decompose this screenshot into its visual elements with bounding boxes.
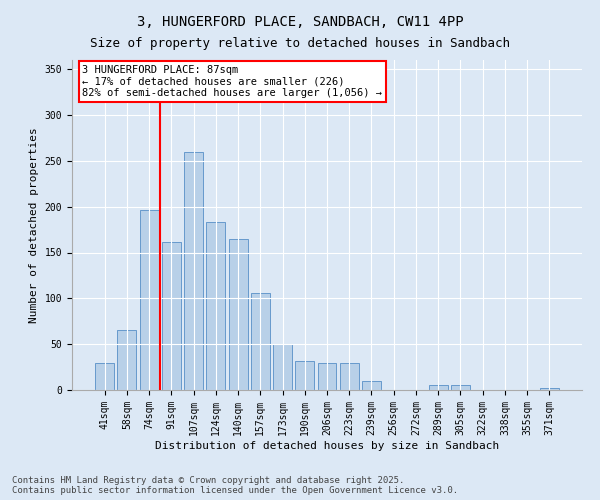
Text: 3, HUNGERFORD PLACE, SANDBACH, CW11 4PP: 3, HUNGERFORD PLACE, SANDBACH, CW11 4PP bbox=[137, 15, 463, 29]
Bar bbox=[317, 362, 337, 390]
Bar bbox=[540, 388, 559, 390]
Bar bbox=[229, 239, 248, 390]
Text: 3 HUNGERFORD PLACE: 87sqm
← 17% of detached houses are smaller (226)
82% of semi: 3 HUNGERFORD PLACE: 87sqm ← 17% of detac… bbox=[82, 65, 382, 98]
Bar bbox=[118, 330, 136, 390]
Bar bbox=[362, 381, 381, 390]
X-axis label: Distribution of detached houses by size in Sandbach: Distribution of detached houses by size … bbox=[155, 440, 499, 450]
Bar bbox=[273, 344, 292, 390]
Bar bbox=[340, 364, 359, 390]
Text: Size of property relative to detached houses in Sandbach: Size of property relative to detached ho… bbox=[90, 38, 510, 51]
Bar bbox=[429, 386, 448, 390]
Bar bbox=[162, 242, 181, 390]
Bar bbox=[95, 364, 114, 390]
Bar bbox=[451, 384, 470, 390]
Bar bbox=[140, 210, 158, 390]
Bar bbox=[295, 360, 314, 390]
Bar bbox=[184, 152, 203, 390]
Text: Contains HM Land Registry data © Crown copyright and database right 2025.
Contai: Contains HM Land Registry data © Crown c… bbox=[12, 476, 458, 495]
Bar bbox=[251, 293, 270, 390]
Bar bbox=[206, 222, 225, 390]
Y-axis label: Number of detached properties: Number of detached properties bbox=[29, 127, 39, 323]
